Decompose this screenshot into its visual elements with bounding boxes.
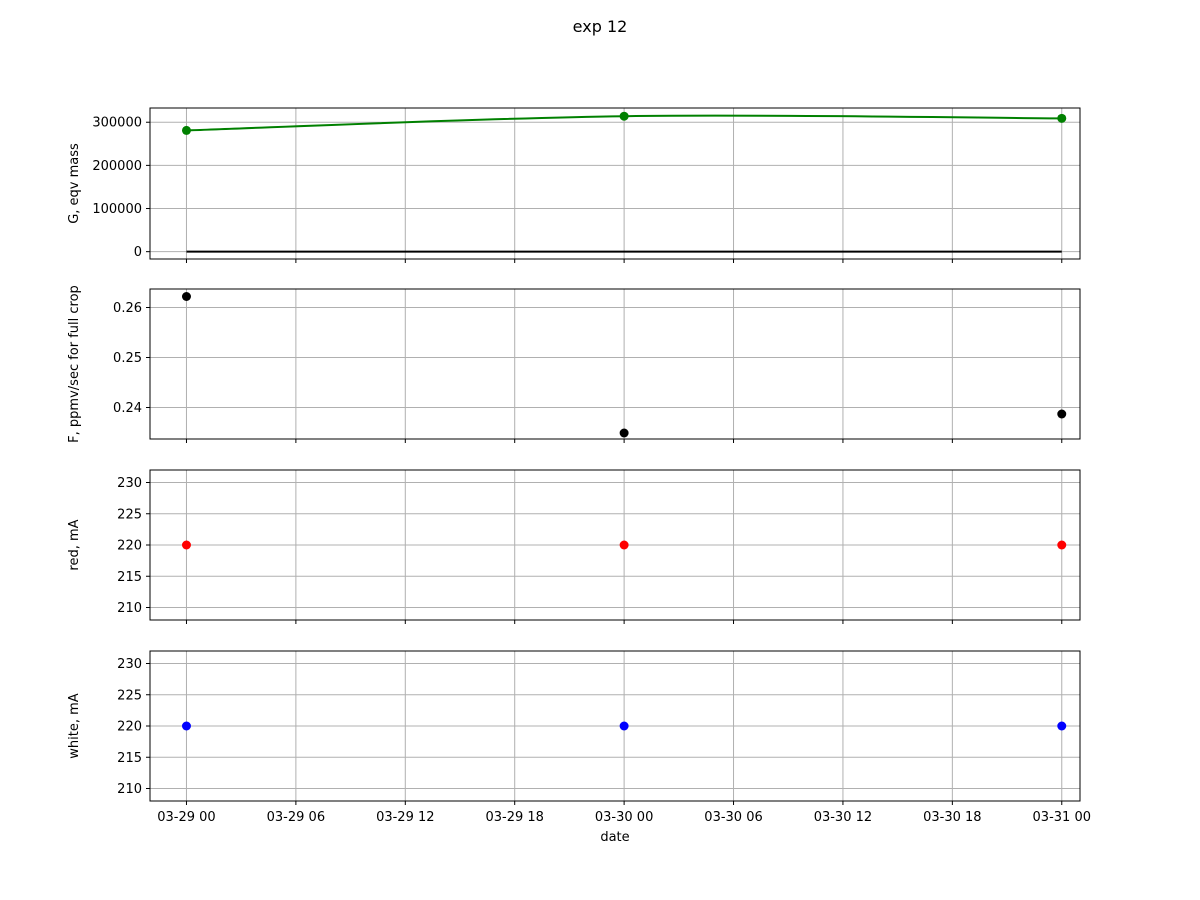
data-point bbox=[181, 125, 191, 135]
y-tick-label: 300000 bbox=[92, 116, 142, 131]
x-tick-label: 03-29 12 bbox=[376, 810, 434, 825]
panel-1: 0 100000 200000 300000 G, eqv mass bbox=[67, 107, 1081, 263]
panel-4: 03-29 00 03-29 06 03-29 12 03-29 18 03-30 00… bbox=[67, 650, 1091, 825]
y-tick-label: 200000 bbox=[92, 159, 142, 174]
data-point bbox=[619, 540, 629, 550]
y-axis-label: white, mA bbox=[67, 693, 82, 759]
data-point bbox=[619, 721, 629, 731]
y-tick-label: 215 bbox=[117, 570, 142, 585]
x-tick-label: 03-29 06 bbox=[267, 810, 325, 825]
plot-frame bbox=[149, 107, 1081, 260]
y-tick-label: 100000 bbox=[92, 202, 142, 217]
x-tick-label: 03-30 18 bbox=[923, 810, 981, 825]
y-tick-label: 225 bbox=[117, 688, 142, 703]
y-axis-label: G, eqv mass bbox=[67, 143, 82, 224]
figure-title: exp 12 bbox=[573, 17, 628, 36]
data-point bbox=[1057, 721, 1067, 731]
y-tick-label: 225 bbox=[117, 507, 142, 522]
panel-2: 0.24 0.25 0.26 F, ppmv/sec for full crop bbox=[67, 285, 1081, 443]
data-point bbox=[1057, 409, 1067, 419]
data-point bbox=[181, 292, 191, 301]
y-tick-label: 210 bbox=[117, 601, 142, 616]
y-tick-label: 220 bbox=[117, 539, 142, 554]
x-tick-label: 03-29 18 bbox=[485, 810, 543, 825]
y-tick-label: 210 bbox=[117, 782, 142, 797]
data-point bbox=[1057, 540, 1067, 550]
y-tick-label: 0.24 bbox=[113, 401, 142, 416]
y-tick-label: 215 bbox=[117, 751, 142, 766]
x-tick-label: 03-30 12 bbox=[814, 810, 872, 825]
x-axis-label: date bbox=[600, 830, 629, 845]
x-tick-label: 03-29 00 bbox=[157, 810, 215, 825]
data-point bbox=[1057, 113, 1067, 123]
data-point bbox=[619, 428, 629, 438]
panel-3: 210 215 220 225 230 red, mA bbox=[67, 469, 1081, 624]
x-tick-label: 03-30 00 bbox=[595, 810, 653, 825]
data-point bbox=[181, 721, 191, 731]
data-point bbox=[619, 111, 629, 121]
plot-frame bbox=[149, 288, 1081, 440]
x-tick-label: 03-30 06 bbox=[704, 810, 762, 825]
y-tick-label: 0.25 bbox=[113, 351, 142, 366]
y-axis-label: F, ppmv/sec for full crop bbox=[67, 285, 82, 443]
y-tick-label: 220 bbox=[117, 720, 142, 735]
y-tick-label: 230 bbox=[117, 657, 142, 672]
y-axis-label: red, mA bbox=[67, 519, 82, 570]
y-tick-label: 0.26 bbox=[113, 301, 142, 316]
y-tick-label: 0 bbox=[134, 245, 142, 260]
x-tick-label: 03-31 00 bbox=[1033, 810, 1091, 825]
y-tick-label: 230 bbox=[117, 476, 142, 491]
data-point bbox=[181, 540, 191, 550]
